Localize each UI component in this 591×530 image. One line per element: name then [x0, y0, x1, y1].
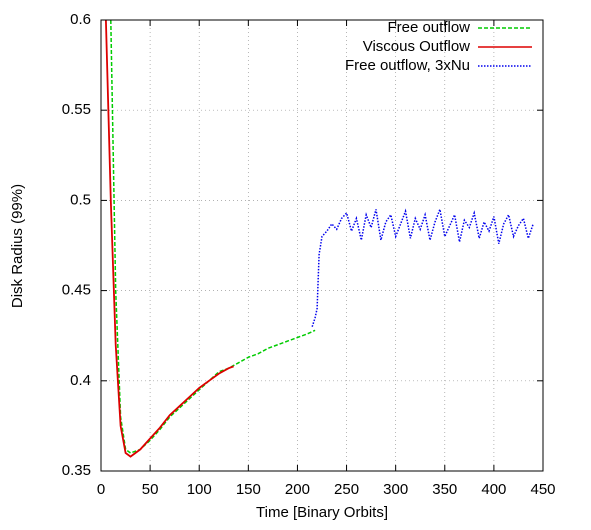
x-tick-label: 50 — [142, 481, 159, 498]
plot-frame — [100, 19, 544, 472]
x-axis-label: Time [Binary Orbits] — [256, 504, 388, 521]
x-tick-label: 300 — [383, 481, 408, 498]
legend-label: Free outflow — [387, 19, 470, 36]
x-tick-label: 400 — [481, 481, 506, 498]
series-line — [311, 206, 534, 327]
series-line — [110, 20, 316, 454]
x-tick-label: 450 — [530, 481, 555, 498]
y-tick-label: 0.6 — [70, 11, 91, 28]
series-line — [105, 20, 234, 458]
x-tick-label: 250 — [334, 481, 359, 498]
x-tick-label: 350 — [432, 481, 457, 498]
x-tick-label: 0 — [97, 481, 105, 498]
y-axis-label: Disk Radius (99%) — [9, 184, 26, 308]
y-tick-label: 0.35 — [62, 462, 91, 479]
legend-label: Free outflow, 3xNu — [345, 57, 470, 74]
x-tick-label: 100 — [187, 481, 212, 498]
y-tick-label: 0.5 — [70, 191, 91, 208]
x-tick-label: 150 — [236, 481, 261, 498]
y-tick-label: 0.45 — [62, 282, 91, 299]
y-tick-label: 0.4 — [70, 372, 91, 389]
legend-label: Viscous Outflow — [363, 38, 470, 55]
x-tick-label: 200 — [285, 481, 310, 498]
y-tick-label: 0.55 — [62, 101, 91, 118]
